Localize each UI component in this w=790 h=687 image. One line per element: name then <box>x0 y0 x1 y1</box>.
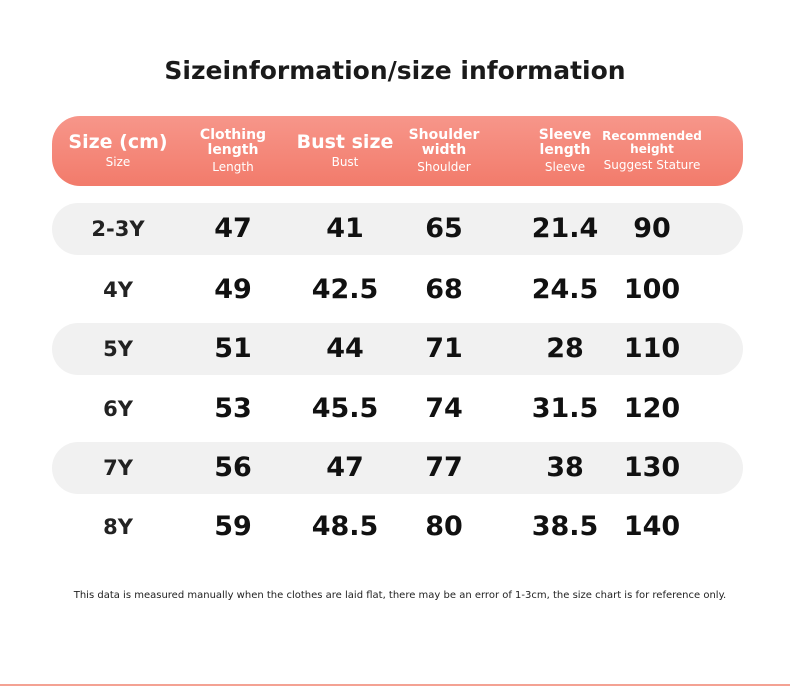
table-cell: 140 <box>623 511 681 542</box>
table-cell: 24.5 <box>531 274 599 305</box>
header-cell: Shoulder width Shoulder <box>399 116 489 186</box>
size-label: 2-3Y <box>91 217 145 241</box>
table-cell: 53 <box>214 393 252 424</box>
table-cell: 41 <box>326 213 364 244</box>
divider <box>0 684 790 686</box>
header-sublabel: Size <box>105 155 131 170</box>
size-label: 7Y <box>103 456 133 480</box>
table-cell: 47 <box>214 213 252 244</box>
header-cell: Bust size Bust <box>290 116 400 186</box>
header-label: Clothing length <box>199 126 267 158</box>
header-cell: Recommended height Suggest Stature <box>592 116 712 186</box>
table-cell: 47 <box>326 452 364 483</box>
size-label: 8Y <box>103 515 133 539</box>
table-cell: 110 <box>623 333 681 364</box>
table-cell: 49 <box>214 274 252 305</box>
title: Sizeinformation/size information <box>164 56 626 85</box>
table-cell: 44 <box>326 333 364 364</box>
table-cell: 65 <box>425 213 463 244</box>
table-row: 8Y 59 48.5 80 38.5 140 <box>52 501 743 553</box>
table-cell: 38 <box>546 452 584 483</box>
header-sublabel: Suggest Stature <box>603 158 701 173</box>
header-cell: Clothing length Length <box>193 116 273 186</box>
table-cell: 130 <box>623 452 681 483</box>
table-row: 2-3Y 47 41 65 21.4 90 <box>52 203 743 255</box>
table-cell: 80 <box>425 511 463 542</box>
table-cell: 48.5 <box>311 511 379 542</box>
header-sublabel: Shoulder <box>417 160 471 175</box>
table-cell: 59 <box>214 511 252 542</box>
header-sublabel: Sleeve <box>544 160 586 175</box>
table-row: 4Y 49 42.5 68 24.5 100 <box>52 264 743 316</box>
table-row: 5Y 51 44 71 28 110 <box>52 323 743 375</box>
table-cell: 42.5 <box>311 274 379 305</box>
table-cell: 120 <box>623 393 681 424</box>
table-cell: 21.4 <box>531 213 599 244</box>
table-row: 6Y 53 45.5 74 31.5 120 <box>52 383 743 435</box>
table-cell: 77 <box>425 452 463 483</box>
footnote: This data is measured manually when the … <box>73 590 727 601</box>
header-label: Sleeve length <box>538 126 592 158</box>
size-label: 4Y <box>103 278 133 302</box>
table-cell: 68 <box>425 274 463 305</box>
header-label: Shoulder width <box>408 126 480 158</box>
header-sublabel: Length <box>212 160 254 175</box>
table-cell: 74 <box>425 393 463 424</box>
table-cell: 45.5 <box>311 393 379 424</box>
table-cell: 100 <box>623 274 681 305</box>
table-cell: 38.5 <box>531 511 599 542</box>
table-cell: 31.5 <box>531 393 599 424</box>
table-cell: 28 <box>546 333 584 364</box>
table-header: Size (cm) Size Clothing length Length Bust s… <box>52 116 743 186</box>
table-cell: 90 <box>633 213 671 244</box>
header-label: Bust size <box>296 130 394 153</box>
table-row: 7Y 56 47 77 38 130 <box>52 442 743 494</box>
table-cell: 51 <box>214 333 252 364</box>
size-label: 5Y <box>103 337 133 361</box>
header-label: Recommended height <box>602 128 702 156</box>
header-cell: Size (cm) Size <box>63 116 173 186</box>
table-cell: 71 <box>425 333 463 364</box>
size-label: 6Y <box>103 397 133 421</box>
table-cell: 56 <box>214 452 252 483</box>
header-sublabel: Bust <box>331 155 359 170</box>
header-label: Size (cm) <box>68 130 168 153</box>
header-cell: Sleeve length Sleeve <box>525 116 605 186</box>
